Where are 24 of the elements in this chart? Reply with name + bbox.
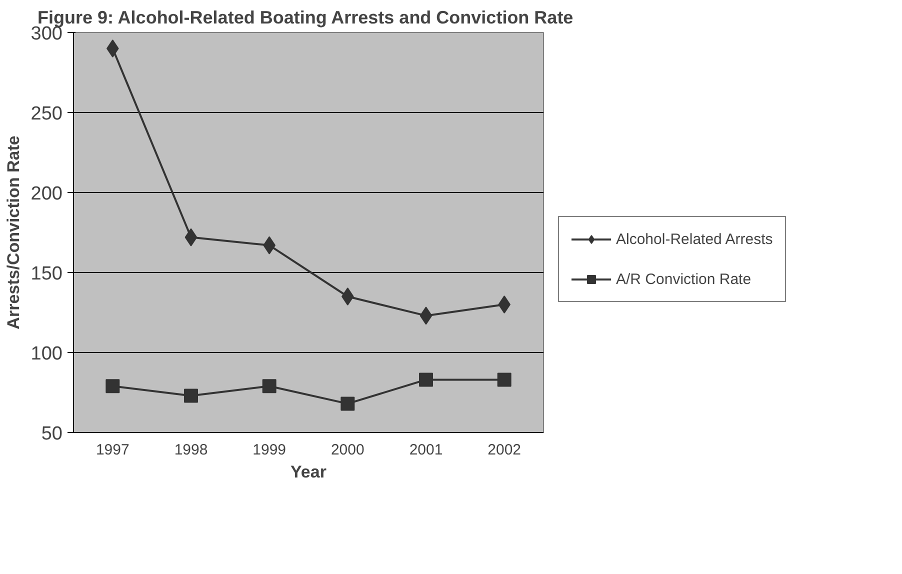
- y-tick-label: 150: [30, 264, 62, 284]
- legend-label: Alcohol-Related Arrests: [616, 230, 773, 248]
- point: [340, 396, 355, 411]
- chart-title: Figure 9: Alcohol-Related Boating Arrests and Conviction Rate: [37, 8, 574, 28]
- point: [420, 306, 432, 325]
- point: [106, 379, 120, 394]
- legend-label: A/R Conviction Rate: [616, 270, 752, 288]
- point: [184, 388, 198, 403]
- y-tick-label: 100: [30, 344, 62, 364]
- point: [262, 379, 276, 394]
- y-tick-label: 250: [30, 104, 62, 124]
- x-tick-label: 1998: [174, 442, 208, 458]
- y-axis-title: Arrests/Conviction Rate: [4, 136, 23, 330]
- y-tick-label: 200: [30, 184, 62, 204]
- y-tick-label: 50: [41, 424, 63, 444]
- x-tick-label: 1999: [252, 442, 286, 458]
- x-axis-title: Year: [290, 462, 327, 482]
- x-tick-label: 2001: [409, 442, 443, 458]
- point: [184, 228, 198, 246]
- x-tick-label: 1997: [96, 442, 130, 458]
- x-tick-label: 2002: [488, 442, 522, 458]
- point: [497, 372, 512, 387]
- x-tick-label: 2000: [330, 442, 364, 458]
- point: [419, 372, 433, 387]
